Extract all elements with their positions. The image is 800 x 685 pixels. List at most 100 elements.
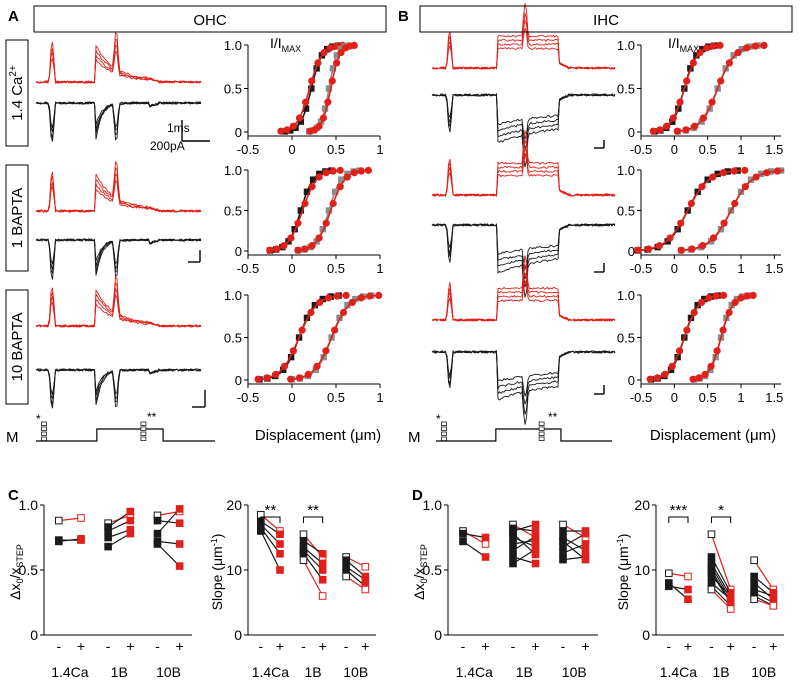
summary-point-control bbox=[509, 546, 517, 555]
activation-point-red bbox=[709, 173, 717, 181]
activation-point-red bbox=[646, 375, 654, 383]
activation-point-grey bbox=[331, 188, 339, 195]
activation-point-red bbox=[703, 44, 711, 52]
activation-point-red bbox=[316, 298, 324, 307]
summary-point-treated bbox=[126, 507, 135, 516]
activation-point-red-shifted bbox=[287, 375, 295, 383]
summary-point-treated bbox=[684, 585, 692, 594]
activation-point-red-shifted bbox=[741, 183, 750, 191]
scale-bar-time-label: 1ms bbox=[167, 121, 190, 135]
activation-point-red-shifted bbox=[725, 59, 733, 67]
activation-point-red bbox=[308, 183, 316, 191]
activation-y-tick-label: 0.5 bbox=[224, 204, 242, 219]
activation-point-grey bbox=[730, 52, 737, 59]
activation-point-black bbox=[297, 207, 304, 214]
summary-point-treated bbox=[581, 529, 590, 538]
summary-point-treated bbox=[318, 549, 327, 558]
summary-point-treated bbox=[361, 575, 370, 584]
summary-point-control bbox=[104, 533, 112, 542]
activation-x-tick-label: 0 bbox=[288, 142, 295, 157]
activation-point-red bbox=[287, 234, 295, 242]
activation-point-grey bbox=[747, 176, 755, 183]
summary-group-label: 1B bbox=[516, 664, 533, 680]
summary-point-control bbox=[559, 527, 567, 535]
activation-point-red bbox=[712, 292, 720, 300]
summary-y-tick-label: 10 bbox=[634, 562, 650, 578]
activation-y-tick-label: 1.0 bbox=[617, 288, 635, 303]
activation-point-red bbox=[677, 219, 685, 227]
summary-group-label: 1.4Ca bbox=[456, 664, 494, 680]
summary-point-control bbox=[153, 516, 162, 525]
black-current-trace bbox=[431, 350, 616, 415]
panel-d-letter: D bbox=[412, 487, 423, 504]
red-current-trace bbox=[431, 280, 616, 322]
activation-x-tick-label: 0.5 bbox=[699, 261, 717, 276]
activation-point-red-shifted bbox=[743, 292, 751, 300]
summary-y-tick-label: 10 bbox=[226, 562, 242, 578]
black-current-trace bbox=[35, 238, 202, 270]
summary-point-control bbox=[509, 559, 517, 568]
summary-point-treated bbox=[318, 559, 327, 568]
activation-point-red bbox=[254, 375, 262, 383]
activation-point-red bbox=[696, 48, 704, 57]
summary-group-label: 1.4Ca bbox=[252, 664, 290, 680]
activation-x-tick-label: 0 bbox=[288, 390, 295, 405]
summary-minus-label: - bbox=[511, 638, 516, 654]
stimulus-sine-pulse bbox=[538, 431, 545, 436]
summary-point-treated bbox=[581, 553, 590, 561]
red-current-trace bbox=[35, 287, 202, 328]
summary-point-control bbox=[299, 549, 308, 558]
summary-y-tick-label: 0.5 bbox=[423, 562, 443, 578]
summary-point-control bbox=[509, 540, 517, 548]
activation-point-red-shifted bbox=[749, 291, 757, 300]
activation-point-red-shifted bbox=[357, 167, 365, 175]
stimulus-sine-pulse bbox=[41, 436, 47, 441]
summary-point-treated bbox=[126, 516, 135, 525]
activation-point-black bbox=[297, 118, 304, 125]
summary-point-treated bbox=[126, 529, 135, 538]
activation-point-red bbox=[690, 308, 698, 317]
activation-point-red bbox=[333, 292, 341, 300]
summary-point-treated bbox=[581, 540, 590, 548]
activation-point-red-shifted bbox=[717, 77, 725, 85]
condition-label-1: 1.4 Ca2+ bbox=[8, 65, 26, 121]
significance-bracket bbox=[302, 516, 324, 523]
activation-point-red bbox=[634, 246, 642, 254]
activation-point-black bbox=[701, 295, 708, 303]
activation-point-grey bbox=[312, 366, 319, 374]
black-current-trace bbox=[431, 93, 616, 141]
activation-point-red bbox=[716, 41, 724, 50]
activation-point-red bbox=[301, 98, 310, 106]
summary-point-treated bbox=[531, 532, 540, 541]
activation-point-grey bbox=[738, 45, 745, 53]
activation-point-grey bbox=[319, 226, 326, 233]
activation-x-tick-label: 1.5 bbox=[765, 390, 783, 405]
activation-y-tick-label: 0 bbox=[628, 125, 635, 140]
red-current-trace bbox=[35, 293, 202, 328]
activation-y-tick-label: 0.5 bbox=[224, 331, 242, 346]
activation-point-red-shifted bbox=[350, 41, 358, 50]
summary-point-control bbox=[750, 556, 758, 565]
black-current-trace bbox=[35, 368, 202, 409]
stimulus-sine-pulse bbox=[140, 421, 147, 426]
summary-pair-line bbox=[710, 534, 732, 590]
activation-x-tick-label: 1 bbox=[737, 261, 744, 276]
activation-x-tick-label: 1 bbox=[737, 142, 744, 157]
activation-point-red-shifted bbox=[677, 246, 686, 254]
activation-point-red bbox=[649, 127, 657, 135]
summary-plus-label: + bbox=[581, 638, 589, 654]
summary-minus-label: - bbox=[666, 638, 671, 654]
activation-point-red bbox=[326, 44, 334, 52]
summary-point-control bbox=[509, 533, 517, 542]
activation-y-tick-label: 0.5 bbox=[617, 82, 635, 97]
activation-point-red bbox=[266, 246, 274, 254]
summary-minus-label: - bbox=[709, 638, 714, 654]
condition-label-3: 10 BAPTA bbox=[9, 313, 26, 382]
summary-point-treated bbox=[531, 559, 540, 568]
summary-point-control bbox=[299, 530, 308, 539]
activation-point-red bbox=[719, 169, 728, 177]
activation-point-red-shifted bbox=[751, 42, 759, 50]
activation-point-grey bbox=[325, 207, 333, 214]
